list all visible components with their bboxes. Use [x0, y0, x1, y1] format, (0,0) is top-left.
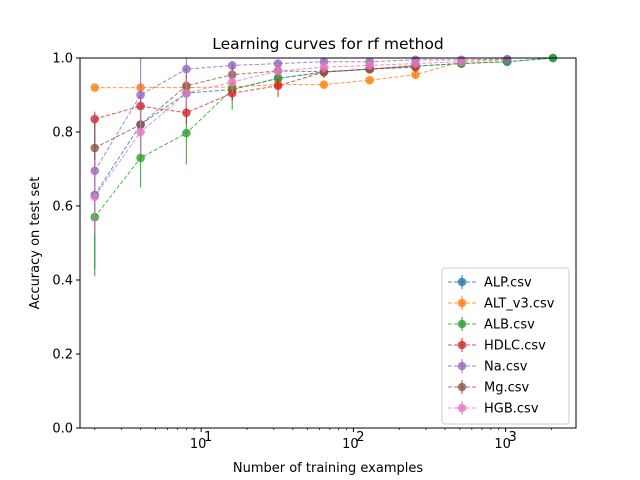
legend-marker	[457, 382, 467, 392]
y-tick-label: 0.4	[52, 274, 73, 289]
legend-entry-Mg.csv: Mg.csv	[448, 380, 530, 396]
data-point	[182, 64, 191, 74]
legend-marker	[457, 298, 467, 308]
legend-label: ALP.csv	[484, 276, 532, 291]
legend-entry-Na.csv: Na.csv	[448, 359, 528, 375]
series-line	[94, 61, 462, 198]
data-point	[90, 143, 100, 153]
legend-marker	[457, 319, 467, 329]
data-point	[273, 81, 283, 91]
x-tick-label: 10	[190, 437, 207, 452]
series-layer	[90, 53, 558, 277]
legend-box	[441, 267, 570, 425]
legend-marker	[457, 277, 467, 287]
data-point	[136, 90, 145, 100]
data-point	[319, 62, 329, 72]
x-axis-label: Number of training examples	[233, 461, 423, 476]
data-point	[411, 59, 420, 68]
series-line	[94, 59, 508, 89]
legend-label: HDLC.csv	[484, 339, 546, 354]
series-line	[94, 64, 416, 149]
chart-title: Learning curves for rf method	[212, 35, 444, 53]
data-point	[227, 61, 237, 70]
series-HGB.csv	[90, 57, 466, 234]
y-axis-label: Accuracy on test set	[28, 177, 43, 310]
data-point	[136, 127, 145, 137]
x-tick-exponent: 3	[508, 430, 516, 445]
y-tick-label: 0.0	[52, 422, 73, 437]
data-point	[365, 75, 375, 85]
legend-entry-ALB.csv: ALB.csv	[448, 317, 535, 333]
data-point	[136, 153, 145, 163]
data-point	[411, 70, 420, 79]
data-point	[90, 192, 100, 202]
axes-frame	[79, 57, 577, 429]
y-tick-label: 0.2	[52, 348, 73, 363]
legend-label: Mg.csv	[484, 381, 530, 396]
legend-label: Na.csv	[484, 360, 528, 375]
data-point	[365, 61, 375, 70]
legend-entry-HGB.csv: HGB.csv	[448, 401, 539, 417]
y-tick-label: 0.8	[52, 126, 73, 141]
data-point	[273, 66, 283, 76]
data-point	[457, 57, 466, 66]
y-tick-label: 0.6	[52, 200, 73, 215]
legend-label: ALB.csv	[484, 318, 535, 333]
data-point	[182, 108, 191, 118]
data-point	[90, 83, 100, 92]
x-tick-label: 10	[342, 437, 359, 452]
series-line	[94, 58, 508, 172]
data-point	[502, 54, 512, 64]
y-tick-label: 1.0	[52, 52, 73, 67]
legend-marker	[457, 361, 467, 371]
data-point	[227, 77, 237, 87]
x-tick-label: 10	[494, 437, 511, 452]
legend-entry-ALP.csv: ALP.csv	[448, 275, 532, 291]
legend-marker	[457, 403, 467, 413]
data-point	[182, 128, 191, 138]
legend-marker	[457, 340, 467, 350]
legend-entry-ALT_v3.csv: ALT_v3.csv	[448, 296, 555, 312]
x-tick-exponent: 2	[356, 430, 364, 445]
legend-entry-HDLC.csv: HDLC.csv	[448, 338, 546, 354]
legend-label: ALT_v3.csv	[484, 297, 555, 312]
legend: ALP.csv ALT_v3.csv ALB.csv HDLC.csv Na.csv Mg…	[441, 267, 570, 425]
legend-label: HGB.csv	[484, 402, 539, 417]
x-tick-exponent: 1	[204, 430, 212, 445]
data-point	[319, 80, 329, 89]
data-point	[182, 88, 191, 98]
